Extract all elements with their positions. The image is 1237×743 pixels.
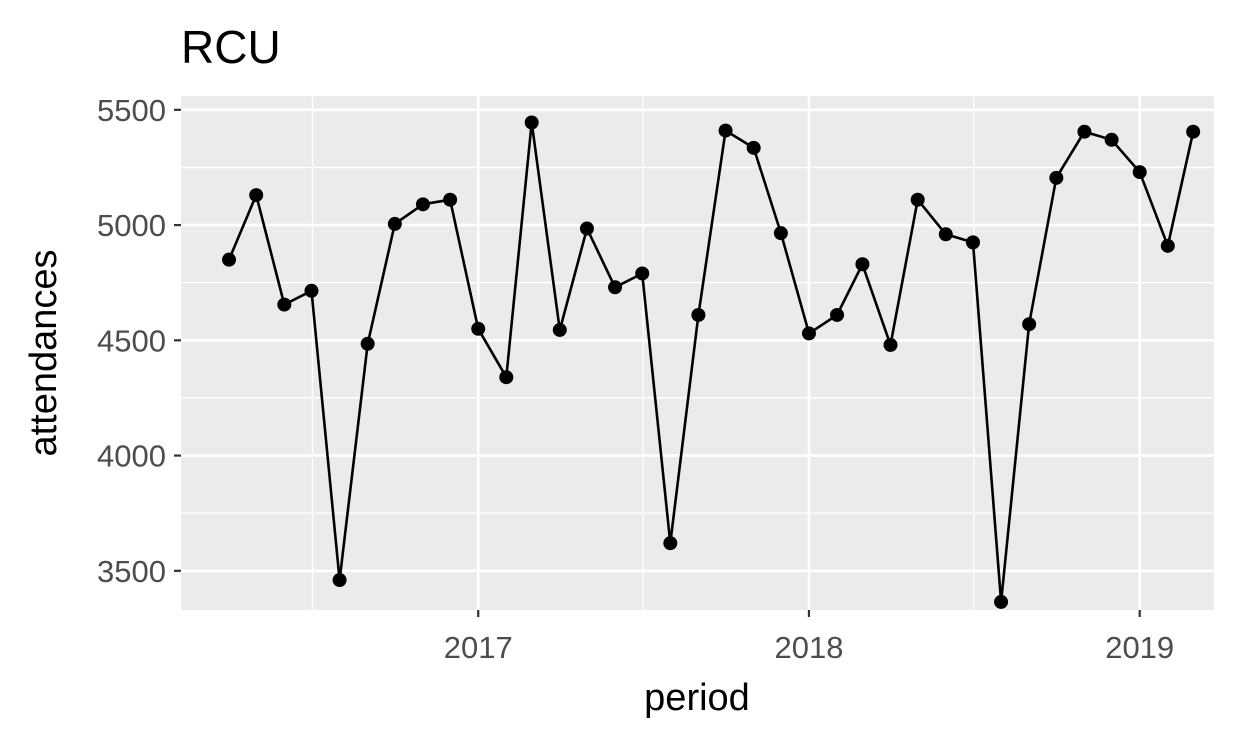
data-point — [332, 573, 347, 588]
y-tick-label: 5000 — [97, 208, 166, 243]
data-point — [746, 140, 761, 155]
data-point — [965, 235, 980, 250]
data-point — [1077, 124, 1092, 139]
data-point — [1186, 124, 1201, 139]
data-point — [938, 227, 953, 242]
data-point — [499, 370, 514, 385]
data-point — [387, 216, 402, 231]
x-tick-label: 2018 — [774, 630, 843, 665]
data-point — [579, 221, 594, 236]
series-line-group — [227, 121, 1195, 604]
data-point — [277, 297, 292, 312]
data-point — [524, 115, 539, 130]
data-point — [415, 197, 430, 212]
data-point — [1104, 132, 1119, 147]
data-point — [1160, 238, 1175, 253]
data-point — [635, 266, 650, 281]
y-tick-label: 5500 — [97, 93, 166, 128]
y-tick-label: 4000 — [97, 439, 166, 474]
data-point — [830, 307, 845, 322]
data-point — [608, 280, 623, 295]
chart-title: RCU — [181, 21, 281, 73]
data-point — [1132, 165, 1147, 180]
data-point — [691, 307, 706, 322]
x-axis-title: period — [644, 677, 750, 719]
data-point — [718, 123, 733, 138]
y-tick-label: 4500 — [97, 323, 166, 358]
data-point — [552, 322, 567, 337]
data-point — [304, 283, 319, 298]
series-line — [227, 121, 1195, 604]
data-point — [910, 192, 925, 207]
x-tick-label: 2017 — [444, 630, 513, 665]
data-point — [773, 226, 788, 241]
axes-group: 3500 4000 4500 5000 5500 2017 2018 2019 — [97, 93, 1174, 665]
data-point — [222, 252, 237, 267]
data-point — [249, 188, 264, 203]
series-points-group — [222, 115, 1201, 609]
data-point — [443, 192, 458, 207]
data-point — [1022, 317, 1037, 332]
data-point — [471, 321, 486, 336]
plot-panel — [181, 96, 1214, 610]
y-tick-label: 3500 — [97, 554, 166, 589]
data-point — [360, 336, 375, 351]
data-point — [1049, 170, 1064, 185]
data-point — [663, 536, 678, 551]
x-tick-label: 2019 — [1105, 630, 1174, 665]
data-point — [855, 257, 870, 272]
data-point — [994, 594, 1009, 609]
minor-gridlines — [181, 96, 1214, 610]
y-axis-title: attendances — [23, 249, 65, 456]
data-point — [801, 326, 816, 341]
data-point — [883, 337, 898, 352]
